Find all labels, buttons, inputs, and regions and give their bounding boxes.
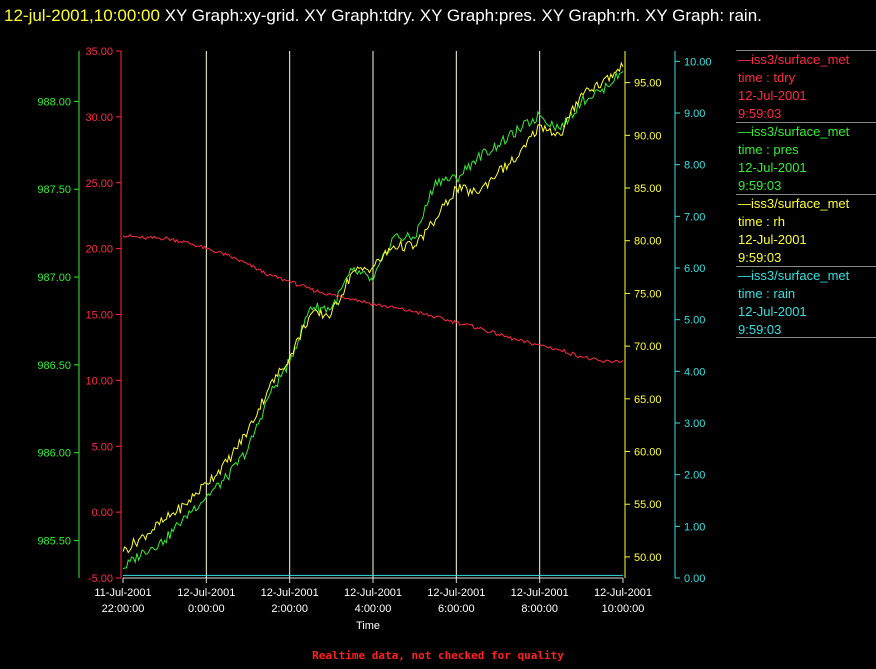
pres-axis-tick-label: 988.00 [37, 96, 71, 108]
x-tick-label-time: 6:00:00 [438, 603, 475, 615]
legend-source: iss3/surface_met [751, 268, 850, 283]
legend-date: 12-Jul-2001 [738, 304, 807, 319]
x-tick-label-time: 4:00:00 [355, 603, 392, 615]
pres-axis-tick-label: 987.50 [37, 184, 71, 196]
tdry-axis-tick-label: 35.00 [85, 46, 113, 58]
rain-axis-tick-label: 1.00 [684, 521, 705, 533]
series-line-rh [122, 61, 624, 554]
tdry-axis-tick-label: 25.00 [85, 178, 113, 190]
rh-axis-tick-label: 95.00 [634, 78, 662, 90]
legend-time: 9:59:03 [738, 106, 782, 121]
rain-axis-tick-label: 6.00 [684, 263, 705, 275]
x-tick-label-date: 12-Jul-2001 [427, 587, 485, 599]
title-graph-list: XY Graph:xy-grid. XY Graph:tdry. XY Grap… [159, 6, 762, 25]
tdry-axis-tick-label: 5.00 [92, 441, 113, 453]
legend-source: iss3/surface_met [751, 124, 850, 139]
rh-axis-tick-label: 80.00 [634, 236, 662, 248]
legend-swatch: — [738, 268, 751, 283]
tdry-axis-tick-label: -5.00 [88, 573, 113, 585]
quality-warning: Realtime data, not checked for quality [312, 649, 564, 662]
graph-title: 12-jul-2001,10:00:00 XY Graph:xy-grid. X… [4, 2, 864, 29]
legend-var: time : rh [738, 214, 785, 229]
legend-date: 12-Jul-2001 [738, 232, 807, 247]
series-line-pres [122, 71, 624, 570]
tdry-axis-tick-label: 20.00 [85, 244, 113, 256]
rain-axis-tick-label: 5.00 [684, 315, 705, 327]
legend-time: 9:59:03 [738, 250, 782, 265]
tdry-axis-tick-label: 10.00 [85, 375, 113, 387]
rain-axis-tick-label: 10.00 [684, 56, 712, 68]
legend-source: iss3/surface_met [751, 196, 850, 211]
rh-axis-tick-label: 75.00 [634, 288, 662, 300]
series-line-tdry [122, 233, 624, 364]
x-tick-label-date: 12-Jul-2001 [594, 587, 652, 599]
rh-axis-tick-label: 90.00 [634, 130, 662, 142]
rain-axis-tick-label: 7.00 [684, 211, 705, 223]
x-tick-label-date: 12-Jul-2001 [511, 587, 569, 599]
legend-source: iss3/surface_met [751, 52, 850, 67]
rh-axis-tick-label: 60.00 [634, 447, 662, 459]
rain-axis-tick-label: 0.00 [684, 573, 705, 585]
legend-time: 9:59:03 [738, 322, 782, 337]
x-tick-label-date: 12-Jul-2001 [344, 587, 402, 599]
legend-var: time : tdry [738, 70, 796, 85]
rh-axis-tick-label: 65.00 [634, 394, 662, 406]
x-tick-label-time: 0:00:00 [188, 603, 225, 615]
x-tick-label-date: 12-Jul-2001 [177, 587, 235, 599]
rain-axis-tick-label: 2.00 [684, 470, 705, 482]
rain-axis-tick-label: 9.00 [684, 108, 705, 120]
pres-axis-tick-label: 985.50 [37, 536, 71, 548]
rh-axis-tick-label: 85.00 [634, 183, 662, 195]
x-tick-label-time: 22:00:00 [102, 603, 145, 615]
legend-swatch: — [738, 124, 751, 139]
pres-axis-tick-label: 986.00 [37, 448, 71, 460]
legend-swatch: — [738, 52, 751, 67]
tdry-axis-tick-label: 30.00 [85, 112, 113, 124]
x-tick-label-time: 10:00:00 [602, 603, 645, 615]
title-timestamp: 12-jul-2001,10:00:00 [4, 6, 160, 25]
tdry-axis-tick-label: 0.00 [92, 507, 113, 519]
rain-axis-tick-label: 4.00 [684, 366, 705, 378]
legend-date: 12-Jul-2001 [738, 88, 807, 103]
x-tick-label-date: 11-Jul-2001 [94, 587, 151, 599]
legend-var: time : rain [738, 286, 796, 301]
legend-date: 12-Jul-2001 [738, 160, 807, 175]
pres-axis-tick-label: 986.50 [37, 360, 71, 372]
legend-var: time : pres [738, 142, 799, 157]
tdry-axis-tick-label: 15.00 [85, 310, 113, 322]
pres-axis-tick-label: 987.00 [37, 272, 71, 284]
rh-axis-tick-label: 55.00 [634, 499, 662, 511]
rh-axis-tick-label: 50.00 [634, 552, 662, 564]
legend-swatch: — [738, 196, 751, 211]
x-axis-label: Time [356, 620, 380, 632]
rh-axis-tick-label: 70.00 [634, 341, 662, 353]
rain-axis-tick-label: 3.00 [684, 418, 705, 430]
x-tick-label-date: 12-Jul-2001 [261, 587, 319, 599]
x-tick-label-time: 2:00:00 [271, 603, 308, 615]
legend-time: 9:59:03 [738, 178, 782, 193]
rain-axis-tick-label: 8.00 [684, 160, 705, 172]
x-tick-label-time: 8:00:00 [521, 603, 558, 615]
